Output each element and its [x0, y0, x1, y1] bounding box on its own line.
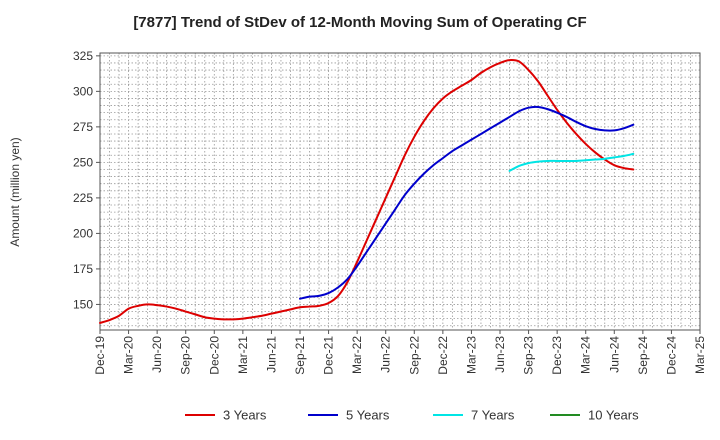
series-layer — [99, 58, 635, 324]
x-tick-label: Sep-23 — [522, 336, 536, 375]
x-tick-label: Jun-21 — [264, 336, 278, 373]
legend-label-5-years: 5 Years — [346, 408, 390, 423]
y-tick-label: 275 — [73, 120, 93, 134]
legend: 3 Years 5 Years 7 Years 10 Years — [185, 408, 639, 423]
y-tick-label: 325 — [73, 49, 93, 63]
x-tick-label: Jun-20 — [150, 336, 164, 373]
series-line-7-years — [508, 152, 635, 172]
grid-layer — [99, 53, 701, 330]
y-tick-label: 150 — [73, 297, 93, 311]
y-tick-label: 225 — [73, 191, 93, 205]
x-tick-label: Sep-20 — [179, 336, 193, 375]
legend-label-7-years: 7 Years — [471, 408, 515, 423]
series-line-5-years — [299, 105, 635, 300]
x-tick-label: Mar-25 — [693, 336, 707, 374]
x-tick-label: Dec-24 — [664, 336, 678, 375]
x-tick-label: Sep-24 — [636, 336, 650, 375]
y-tick-label: 300 — [73, 84, 93, 98]
plot-frame — [99, 52, 701, 331]
x-tick-label: Mar-23 — [464, 336, 478, 374]
x-tick-label: Sep-21 — [293, 336, 307, 375]
x-tick-label: Dec-22 — [436, 336, 450, 375]
x-tick-label: Mar-22 — [350, 336, 364, 374]
axis-layer: 150 175 200 225 250 275 300 325 Dec-19 Mar-20 Jun-… — [73, 49, 707, 375]
y-axis-label: Amount (million yen) — [8, 137, 22, 246]
x-tick-label: Dec-19 — [93, 336, 107, 375]
x-tick-label: Jun-22 — [379, 336, 393, 373]
legend-label-3-years: 3 Years — [223, 408, 267, 423]
x-tick-label: Dec-21 — [322, 336, 336, 375]
legend-label-10-years: 10 Years — [588, 408, 639, 423]
x-tick-label: Mar-20 — [122, 336, 136, 374]
x-tick-label: Sep-22 — [407, 336, 421, 375]
y-tick-label: 175 — [73, 262, 93, 276]
x-tick-label: Dec-20 — [207, 336, 221, 375]
x-tick-label: Jun-23 — [493, 336, 507, 373]
x-tick-label: Mar-21 — [236, 336, 250, 374]
chart-title: [7877] Trend of StDev of 12-Month Moving… — [133, 14, 587, 31]
series-line-3-years — [99, 58, 635, 324]
y-tick-label: 250 — [73, 155, 93, 169]
x-tick-label: Mar-24 — [579, 336, 593, 374]
y-tick-label: 200 — [73, 226, 93, 240]
x-tick-label: Dec-23 — [550, 336, 564, 375]
x-tick-label: Jun-24 — [607, 336, 621, 373]
